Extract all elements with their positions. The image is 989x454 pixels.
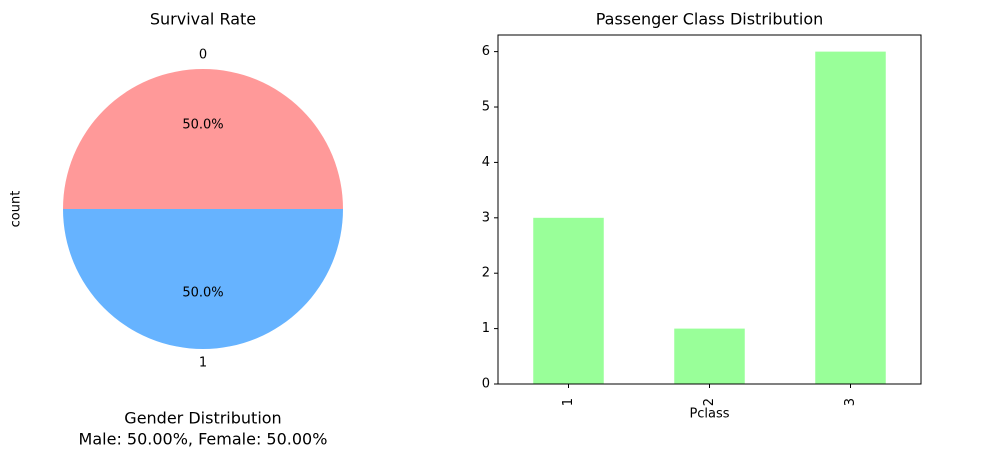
axes-frame — [497, 34, 922, 385]
x-tick-label: 3 — [843, 398, 858, 406]
y-tick-label: 0 — [482, 377, 490, 392]
value-label: 50.0% — [182, 118, 223, 133]
bar — [674, 328, 745, 384]
value-label: 50.0% — [182, 286, 223, 301]
annotation: Male: 50.00%, Female: 50.00% — [79, 430, 328, 449]
pie-slice — [63, 69, 343, 209]
y-tick-label: 3 — [482, 210, 490, 225]
y-tick-label: 6 — [482, 44, 490, 59]
pie-slice — [63, 209, 343, 349]
chart-title: Passenger Class Distribution — [596, 10, 824, 29]
y-tick-label: 4 — [482, 155, 490, 170]
y-tick-label: 1 — [482, 321, 490, 336]
bar — [815, 51, 886, 384]
y-tick-label: 5 — [482, 100, 490, 115]
y-axis-label: count — [9, 191, 24, 228]
slice-label: 1 — [199, 356, 207, 371]
x-tick-label: 2 — [702, 398, 717, 406]
slice-label: 0 — [199, 48, 207, 63]
x-tick-label: 1 — [561, 398, 576, 406]
y-tick-label: 2 — [482, 266, 490, 281]
annotation: Gender Distribution — [124, 409, 281, 428]
chart-title: Survival Rate — [150, 10, 256, 29]
x-axis-label: Pclass — [689, 407, 729, 422]
bar — [533, 217, 604, 384]
